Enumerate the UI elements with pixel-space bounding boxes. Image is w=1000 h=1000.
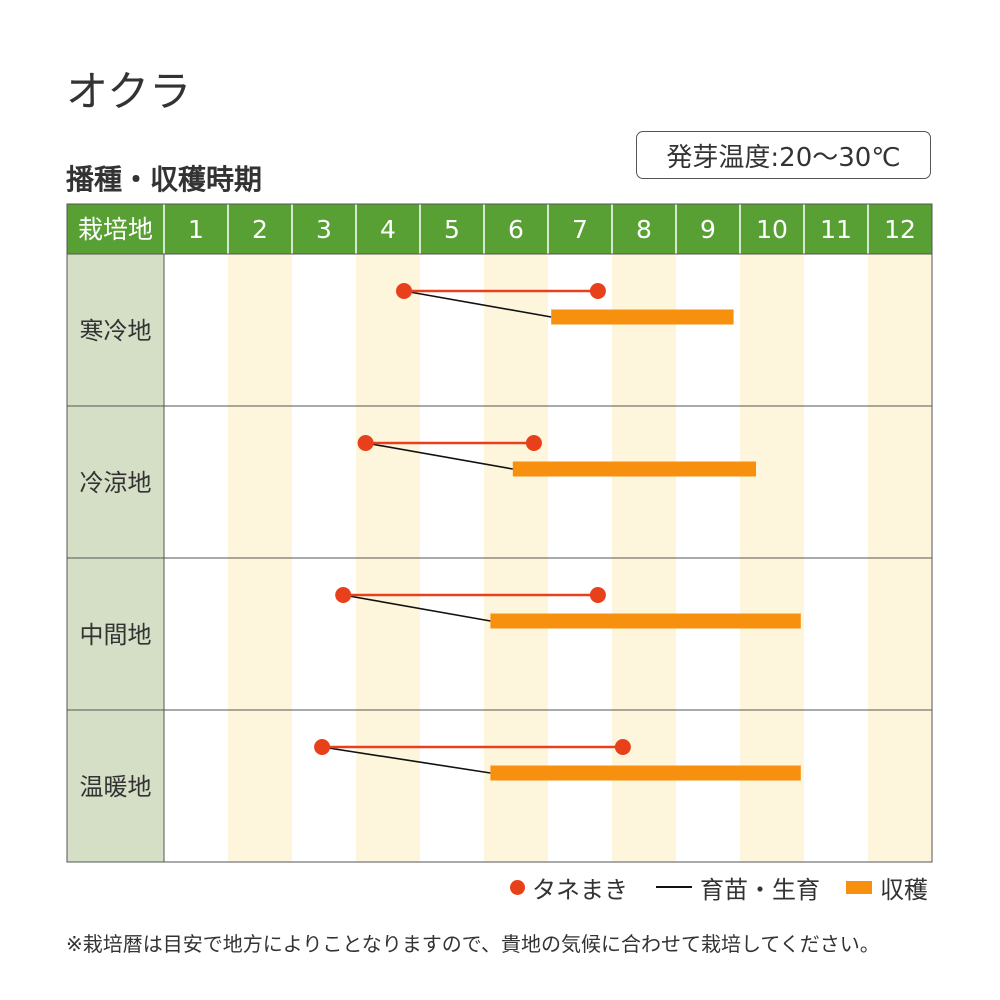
- legend-item-sowing: タネまき: [510, 870, 628, 904]
- region-label: 寒冷地: [80, 317, 152, 345]
- month-label: 8: [636, 215, 652, 244]
- month-label: 3: [316, 215, 332, 244]
- region-cell: [67, 558, 164, 710]
- region-cell: [67, 406, 164, 558]
- germination-temperature-label: 発芽温度:20〜30℃: [666, 142, 901, 173]
- month-label: 10: [756, 215, 788, 244]
- region-label: 冷涼地: [80, 469, 152, 497]
- region-label: 温暖地: [80, 773, 152, 801]
- sowing-start-dot: [314, 739, 331, 755]
- region-cell: [67, 254, 164, 406]
- month-label: 6: [508, 215, 524, 244]
- month-label: 1: [188, 215, 204, 244]
- month-label: 9: [700, 215, 716, 244]
- nursery-line: [343, 594, 491, 622]
- harvest-bar: [490, 613, 801, 629]
- region-cell: [67, 710, 164, 862]
- sowing-end-dot: [589, 283, 606, 299]
- nursery-line: [403, 290, 552, 318]
- footnote: ※栽培暦は目安で地方によりことなりますので、貴地の気候に合わせて栽培してください…: [66, 932, 880, 956]
- harvest-bar: [490, 765, 801, 781]
- germination-temperature-badge: 発芽温度:20〜30℃: [636, 131, 931, 179]
- harvest-bar: [512, 461, 756, 477]
- sowing-end-dot: [525, 435, 542, 451]
- chart-border: [66, 203, 933, 863]
- sowing-end-dot: [589, 587, 606, 603]
- nursery-line-icon: [656, 886, 692, 888]
- chart-subtitle: 播種・収穫時期: [66, 163, 263, 196]
- legend-harvest-label: 収穫: [880, 875, 928, 904]
- month-label: 12: [884, 215, 916, 244]
- page-title: オクラ: [66, 67, 192, 116]
- region-label: 中間地: [80, 621, 152, 649]
- header-bar: [67, 204, 932, 254]
- sowing-start-dot: [335, 587, 352, 603]
- sowing-start-dot: [357, 435, 374, 451]
- legend-item-harvest: 収穫: [846, 870, 928, 904]
- sowing-end-dot: [614, 739, 631, 755]
- harvest-bar-icon: [846, 880, 872, 894]
- header-label: 栽培地: [78, 215, 153, 244]
- legend-sowing-label: タネまき: [532, 875, 628, 904]
- month-label: 4: [380, 215, 396, 244]
- month-label: 7: [572, 215, 588, 244]
- legend-item-nursery: 育苗・生育: [656, 870, 820, 904]
- sowing-start-dot: [396, 283, 412, 299]
- sowing-dot-icon: [510, 879, 525, 895]
- month-label: 11: [820, 215, 852, 244]
- month-label: 5: [444, 215, 460, 244]
- harvest-bar: [551, 309, 734, 325]
- nursery-line: [365, 442, 513, 470]
- legend-nursery-label: 育苗・生育: [700, 875, 820, 904]
- nursery-line: [321, 746, 491, 774]
- month-label: 2: [252, 215, 268, 244]
- legend: タネまき 育苗・生育 収穫: [0, 870, 1000, 904]
